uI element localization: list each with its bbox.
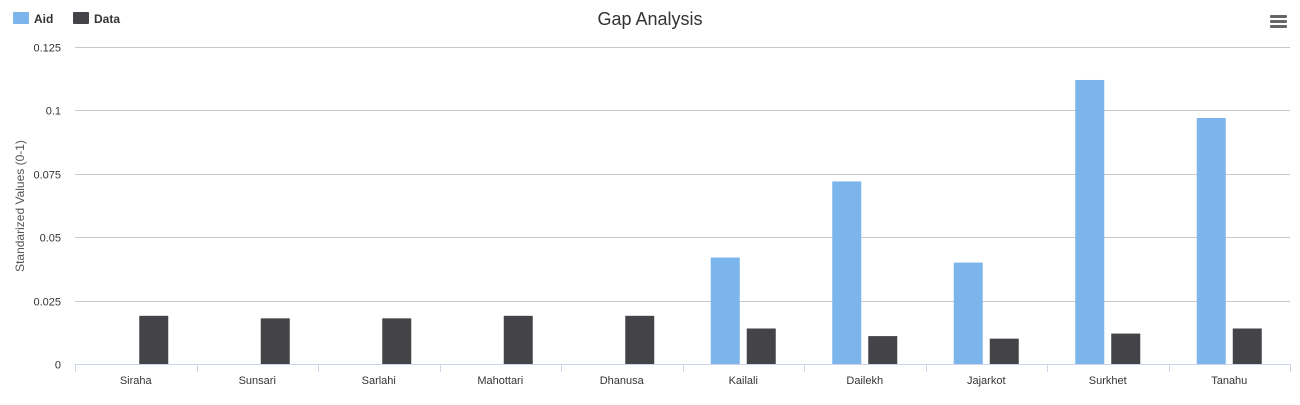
bar-aid-jajarkot bbox=[953, 262, 983, 364]
x-tick-label: Dhanusa bbox=[600, 375, 645, 387]
grid-lines bbox=[75, 47, 1290, 365]
menu-line-1 bbox=[1270, 15, 1287, 18]
x-tick-label: Dailekh bbox=[846, 375, 883, 387]
bar-aid-kailali bbox=[710, 257, 740, 364]
legend-label-data: Data bbox=[94, 12, 120, 26]
legend-swatch-data bbox=[73, 12, 89, 24]
x-tick-label: Sunsari bbox=[239, 375, 276, 387]
x-tick-label: Surkhet bbox=[1089, 375, 1127, 387]
bar-aid-tanahu bbox=[1196, 118, 1226, 365]
bar-data-dhanusa bbox=[625, 315, 655, 364]
x-tick-label: Kailali bbox=[729, 375, 758, 387]
y-tick-label: 0.125 bbox=[33, 43, 61, 55]
x-tick-label: Jajarkot bbox=[967, 375, 1006, 387]
legend-item-data[interactable]: Data bbox=[73, 12, 120, 26]
bar-data-siraha bbox=[139, 315, 169, 364]
y-axis-title: Standarized Values (0-1) bbox=[13, 140, 27, 272]
bar-data-surkhet bbox=[1111, 333, 1141, 364]
legend-label-aid: Aid bbox=[34, 12, 53, 26]
chart-title: Gap Analysis bbox=[597, 9, 702, 29]
x-tick-label: Tanahu bbox=[1211, 375, 1247, 387]
y-tick-label: 0 bbox=[55, 360, 61, 372]
hamburger-menu-icon[interactable] bbox=[1264, 10, 1292, 34]
y-tick-label: 0.025 bbox=[33, 297, 61, 309]
y-tick-label: 0.075 bbox=[33, 170, 61, 182]
legend-item-aid[interactable]: Aid bbox=[13, 12, 53, 26]
axes: 0 0.025 0.05 0.075 0.1 0.125 Siraha Sunsari Sarl… bbox=[33, 43, 1291, 387]
x-tick-label: Mahottari bbox=[477, 375, 523, 387]
bar-aid-dailekh bbox=[832, 181, 862, 364]
y-tick-label: 0.05 bbox=[40, 233, 61, 245]
bar-data-dailekh bbox=[868, 336, 898, 364]
bar-data-jajarkot bbox=[989, 338, 1019, 364]
bar-data-tanahu bbox=[1232, 328, 1262, 364]
bar-data-kailali bbox=[746, 328, 776, 364]
bar-data-sunsari bbox=[260, 318, 290, 364]
y-tick-label: 0.1 bbox=[46, 106, 61, 118]
bars bbox=[139, 79, 1262, 365]
bar-data-mahottari bbox=[503, 315, 533, 364]
x-tick-label: Sarlahi bbox=[362, 375, 396, 387]
bar-aid-surkhet bbox=[1075, 79, 1105, 364]
bar-data-sarlahi bbox=[382, 318, 412, 364]
legend-swatch-aid bbox=[13, 12, 29, 24]
menu-line-3 bbox=[1270, 25, 1287, 28]
x-tick-label: Siraha bbox=[120, 375, 153, 387]
menu-line-2 bbox=[1270, 20, 1287, 23]
legend: Aid Data bbox=[13, 12, 120, 26]
